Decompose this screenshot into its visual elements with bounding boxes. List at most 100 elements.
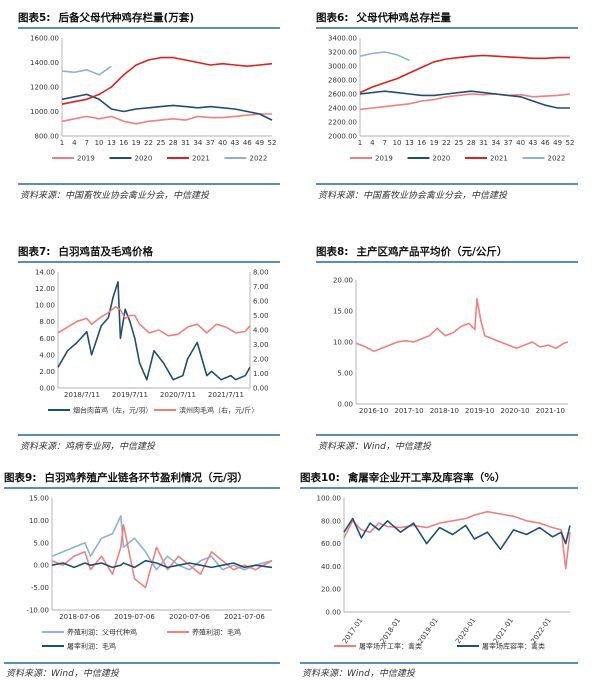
x-tick-label: 49 bbox=[553, 139, 562, 147]
x-tick-label: 43 bbox=[230, 139, 239, 147]
x-tick-label: 25 bbox=[454, 139, 463, 147]
x-tick-label: 34 bbox=[193, 139, 202, 147]
x-tick-label: 2020-01 bbox=[454, 617, 477, 646]
panel-fig10: 图表10: 禽屠宰企业开工率及库容率（%） 0.00 20.00 40.00 60.00… bbox=[300, 470, 578, 682]
legend-label: 屠宰场库容率：禽类 bbox=[482, 642, 545, 651]
panel-title: 图表9: 白羽鸡养殖产业链各环节盈利情况（元/羽） bbox=[4, 472, 248, 484]
y-tick-label: 0.00 bbox=[325, 609, 341, 617]
legend-label: 2021 bbox=[192, 155, 210, 163]
series-line-1 bbox=[57, 306, 251, 337]
x-tick-label: 1 bbox=[60, 139, 64, 147]
panel-title: 图表10: 禽屠宰企业开工率及库容率（%） bbox=[300, 472, 506, 484]
source-rule bbox=[300, 662, 578, 664]
series-line-0 bbox=[61, 113, 272, 125]
series-line-0 bbox=[343, 510, 571, 570]
series-line-0 bbox=[359, 93, 571, 111]
x-tick-label: 2018/7/11 bbox=[64, 391, 100, 399]
x-tick-label: 2019-07-06 bbox=[114, 613, 155, 621]
y2-tick-label: 2.00 bbox=[253, 356, 269, 364]
x-tick-label: 10 bbox=[393, 139, 402, 147]
y-tick-label: 2.00 bbox=[39, 368, 55, 376]
x-tick-label: 2017-01 bbox=[341, 617, 364, 646]
source-rule bbox=[4, 662, 280, 664]
y2-tick-label: 8.00 bbox=[253, 269, 269, 277]
source-note: 资料来源：Wind，中信建投 bbox=[318, 442, 431, 452]
y-tick-label: 10.00 bbox=[35, 302, 55, 310]
y-tick-label: 3200.00 bbox=[328, 49, 357, 57]
x-tick-label: 13 bbox=[107, 139, 116, 147]
y-tick-label: 1600.00 bbox=[30, 35, 59, 43]
series-line-3 bbox=[359, 51, 410, 62]
y-tick-label: 0.00 bbox=[39, 385, 55, 393]
y2-tick-label: 0.00 bbox=[253, 385, 269, 393]
panel-fig6: 图表6: 父母代种鸡总存栏量 2000.00 2200.00 2400.00 2600.… bbox=[316, 10, 578, 205]
source-note: 资料来源：Wind，中信建投 bbox=[6, 669, 119, 679]
y-tick-label: 10.00 bbox=[333, 339, 353, 347]
x-tick-label: 1 bbox=[358, 139, 362, 147]
x-tick-label: 13 bbox=[405, 139, 414, 147]
x-tick-label: 7 bbox=[84, 139, 88, 147]
y-tick-label: 15.00 bbox=[333, 308, 353, 316]
y-tick-label: -10.00 bbox=[26, 607, 49, 615]
y-tick-label: 100.00 bbox=[317, 495, 342, 503]
panel-fig9: 图表9: 白羽鸡养殖产业链各环节盈利情况（元/羽） -10.00 -5.00 0.00… bbox=[4, 470, 280, 682]
y2-tick-label: 4.00 bbox=[253, 327, 269, 335]
y-tick-label: -5.00 bbox=[31, 584, 49, 592]
y-tick-label: 40.00 bbox=[321, 563, 341, 571]
y-tick-label: 1400.00 bbox=[30, 59, 59, 67]
y-tick-label: 5.00 bbox=[337, 370, 353, 378]
panel-fig8: 图表8: 主产区鸡产品平均价（元/公斤） 0.00 5.00 10.00 15.00 20… bbox=[316, 244, 578, 454]
x-tick-label: 40 bbox=[516, 139, 525, 147]
title-rule bbox=[4, 487, 280, 489]
x-tick-label: 2017-10 bbox=[394, 407, 423, 415]
y-tick-label: 0.00 bbox=[33, 562, 49, 570]
legend-label: 2022 bbox=[548, 155, 566, 163]
y-tick-label: 20.00 bbox=[321, 586, 341, 594]
y-tick-label: 3000.00 bbox=[328, 63, 357, 71]
title-rule bbox=[316, 27, 578, 29]
x-tick-label: 49 bbox=[255, 139, 264, 147]
x-tick-label: 31 bbox=[181, 139, 190, 147]
y-tick-label: 14.00 bbox=[35, 269, 55, 277]
x-tick-label: 22 bbox=[144, 139, 153, 147]
x-tick-label: 34 bbox=[491, 139, 500, 147]
panel-fig5: 图表5: 后备父母代种鸡存栏量(万套) 800.00 1000.00 1200.00 1… bbox=[18, 10, 280, 205]
x-tick-label: 46 bbox=[541, 139, 550, 147]
legend-label: 2019 bbox=[77, 155, 95, 163]
legend-label: 屠宰利润：毛鸡 bbox=[67, 642, 116, 651]
y-tick-label: 3400.00 bbox=[328, 35, 357, 43]
legend-label: 烟台肉苗鸡（左，元/羽） bbox=[73, 406, 152, 415]
y-tick-label: 2600.00 bbox=[328, 91, 357, 99]
x-tick-label: 40 bbox=[218, 139, 227, 147]
x-tick-label: 2021-01 bbox=[492, 617, 515, 646]
panel-title: 图表8: 主产区鸡产品平均价（元/公斤） bbox=[316, 246, 508, 258]
x-tick-label: 46 bbox=[243, 139, 252, 147]
x-tick-label: 37 bbox=[206, 139, 215, 147]
legend-label: 养殖利润：毛鸡 bbox=[192, 628, 241, 637]
y-tick-label: 20.00 bbox=[333, 277, 353, 285]
series-line-3 bbox=[61, 65, 112, 76]
x-tick-label: 22 bbox=[442, 139, 451, 147]
x-tick-label: 2021-10 bbox=[536, 407, 565, 415]
y-tick-label: 5.00 bbox=[33, 539, 49, 547]
x-tick-label: 2018-10 bbox=[430, 407, 459, 415]
series-line-1 bbox=[343, 517, 571, 551]
legend-label: 屠宰场开工率：禽类 bbox=[359, 642, 422, 651]
series-line-2 bbox=[51, 559, 273, 569]
series-line-2 bbox=[359, 54, 570, 94]
series-line-2 bbox=[61, 56, 273, 105]
title-rule bbox=[300, 487, 578, 489]
legend-label: 养殖利润：父母代种鸡 bbox=[67, 628, 137, 637]
y-tick-label: 2000.00 bbox=[328, 133, 357, 141]
chart-fig9: -10.00 -5.00 0.00 5.00 10.00 15.00 2018-07-06 2… bbox=[26, 495, 273, 651]
legend-label: 2019 bbox=[375, 155, 393, 163]
x-tick-label: 2020-07-06 bbox=[169, 613, 210, 621]
x-tick-label: 2019-10 bbox=[465, 407, 494, 415]
x-tick-label: 52 bbox=[268, 139, 277, 147]
series-line-1 bbox=[51, 524, 273, 589]
source-rule bbox=[18, 434, 280, 436]
y-tick-label: 10.00 bbox=[29, 517, 49, 525]
source-note: 资料来源：鸡病专业网，中信建投 bbox=[20, 442, 156, 452]
chart-fig6: 2000.00 2200.00 2400.00 2600.00 2800.00 3000.… bbox=[328, 35, 574, 163]
chart-fig7: 0.00 2.00 4.00 6.00 8.00 10.00 12.00 14.00 0.00 1… bbox=[35, 269, 269, 415]
